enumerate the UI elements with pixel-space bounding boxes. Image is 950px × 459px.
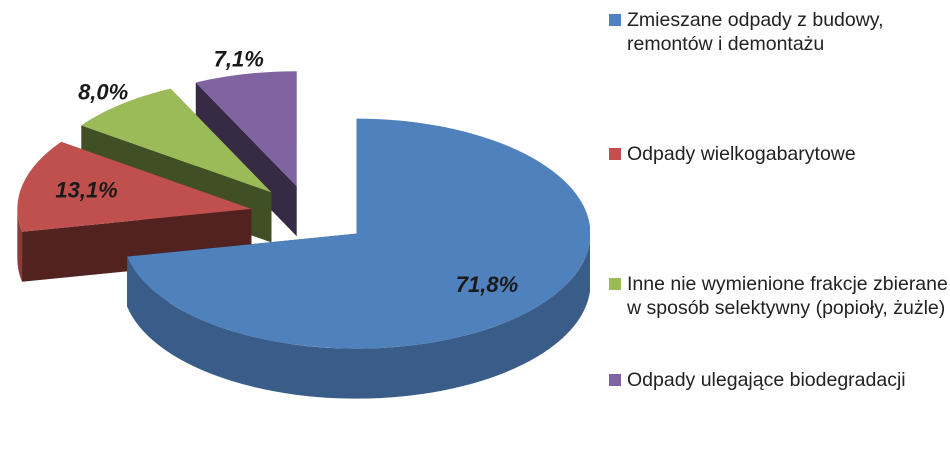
- legend-entry: Zmieszane odpady z budowy, remontów i de…: [607, 8, 950, 56]
- legend-label: Inne nie wymienione frakcje zbierane w s…: [627, 273, 948, 319]
- legend-entry: Inne nie wymienione frakcje zbierane w s…: [607, 272, 950, 320]
- value-label: 13,1%: [55, 177, 117, 202]
- legend-swatch: [609, 278, 621, 290]
- legend-label: Zmieszane odpady z budowy, remontów i de…: [627, 9, 884, 55]
- value-label: 71,8%: [456, 272, 518, 297]
- slice-side: [195, 82, 297, 237]
- slice: [127, 118, 590, 349]
- legend-entry: Odpady wielkogabarytowe: [607, 142, 950, 166]
- slice-side: [127, 240, 590, 399]
- slice: [195, 71, 297, 187]
- pie-area: 71,8% 13,1% 8,0% 7,1%: [17, 46, 590, 399]
- value-label: 8,0%: [78, 79, 128, 104]
- slice: [17, 141, 252, 232]
- legend-entry: Odpady ulegające biodegradacji: [607, 368, 950, 392]
- legend-swatch: [609, 374, 621, 386]
- legend-swatch: [609, 14, 621, 26]
- slice-side: [17, 208, 23, 282]
- slice: [81, 88, 272, 193]
- legend-swatch: [609, 148, 621, 160]
- legend-label: Odpady wielkogabarytowe: [627, 143, 856, 165]
- value-label: 7,1%: [214, 46, 264, 71]
- legend-label: Odpady ulegające biodegradacji: [627, 369, 906, 391]
